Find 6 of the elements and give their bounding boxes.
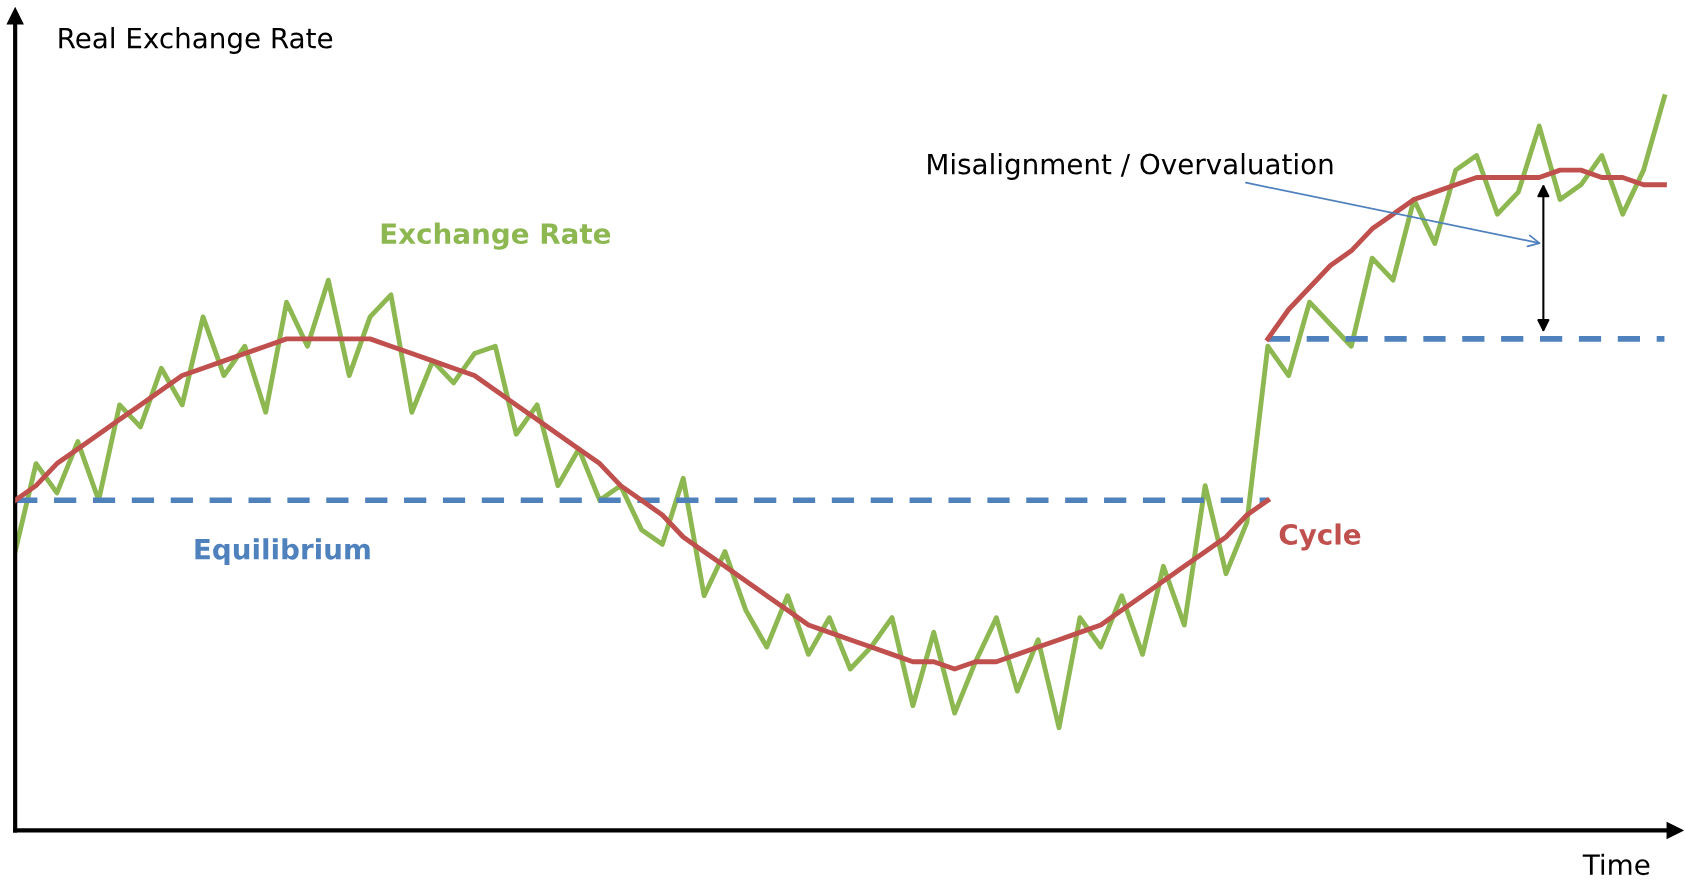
x-axis-title: Time (1582, 853, 1650, 876)
annotation: Misalignment / Overvaluation (928, 153, 1333, 180)
series-label: Cycle (1279, 523, 1361, 551)
series-label: Exchange Rate (381, 222, 611, 250)
series-label: Equilibrium (195, 538, 370, 566)
y-axis-title: Real Exchange Rate (59, 27, 333, 54)
